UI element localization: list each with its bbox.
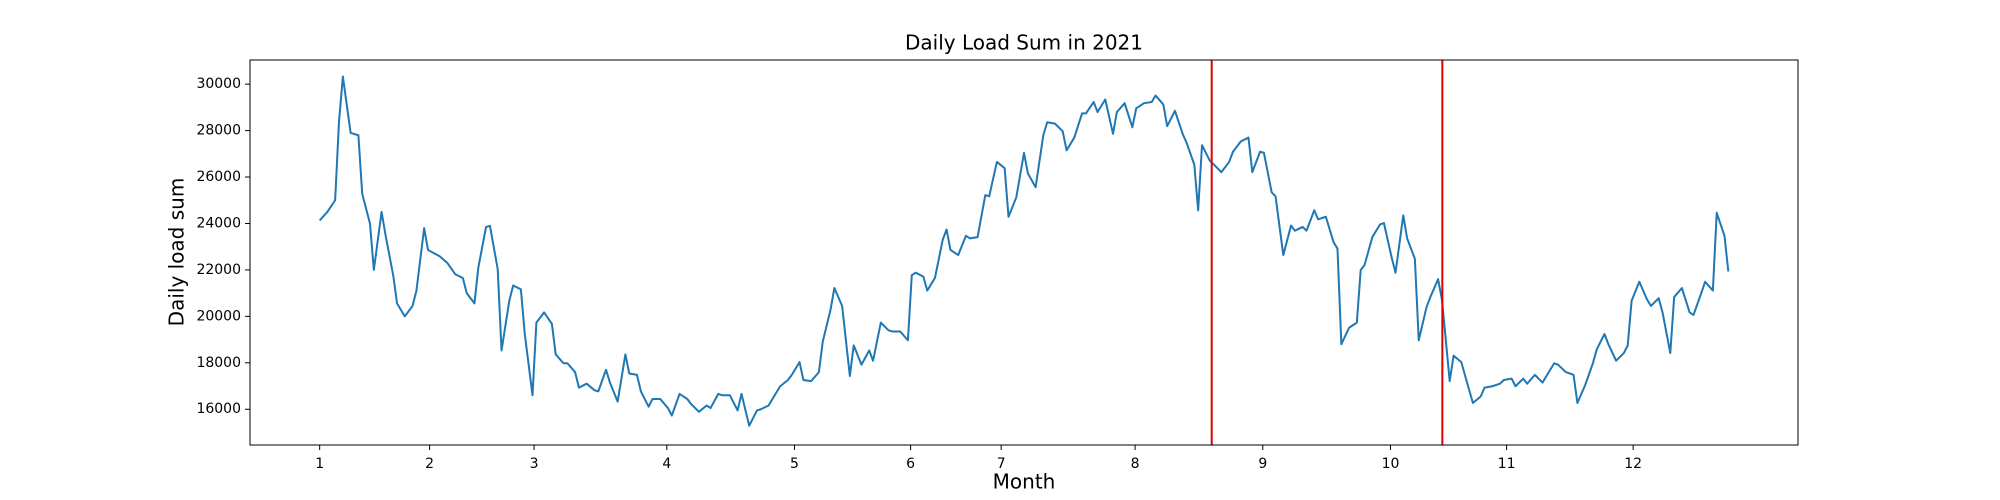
x-tick-label: 8	[1131, 456, 1140, 472]
x-tick-label: 5	[790, 456, 799, 472]
x-tick-label: 2	[425, 456, 434, 472]
y-tick-label: 28000	[196, 123, 241, 139]
y-tick-label: 30000	[196, 76, 241, 92]
y-tick-label: 20000	[196, 308, 241, 324]
y-tick-label: 22000	[196, 262, 241, 278]
x-tick-label: 4	[662, 456, 671, 472]
y-tick-label: 18000	[196, 355, 241, 371]
y-tick-label: 24000	[196, 215, 241, 231]
x-tick-label: 10	[1382, 456, 1400, 472]
chart-title: Daily Load Sum in 2021	[905, 31, 1143, 55]
x-tick-label: 1	[315, 456, 324, 472]
y-tick-label: 16000	[196, 401, 241, 417]
plot-frame	[249, 59, 1799, 446]
x-tick-label: 11	[1498, 456, 1516, 472]
data-line	[318, 75, 1730, 427]
x-tick-label: 12	[1624, 456, 1642, 472]
x-axis-label: Month	[993, 470, 1056, 494]
x-tick-label: 3	[530, 456, 539, 472]
y-tick-label: 26000	[196, 169, 241, 185]
x-tick-label: 9	[1258, 456, 1267, 472]
y-axis-label: Daily load sum	[165, 178, 189, 327]
x-tick-label: 7	[997, 456, 1006, 472]
x-tick-label: 6	[906, 456, 915, 472]
